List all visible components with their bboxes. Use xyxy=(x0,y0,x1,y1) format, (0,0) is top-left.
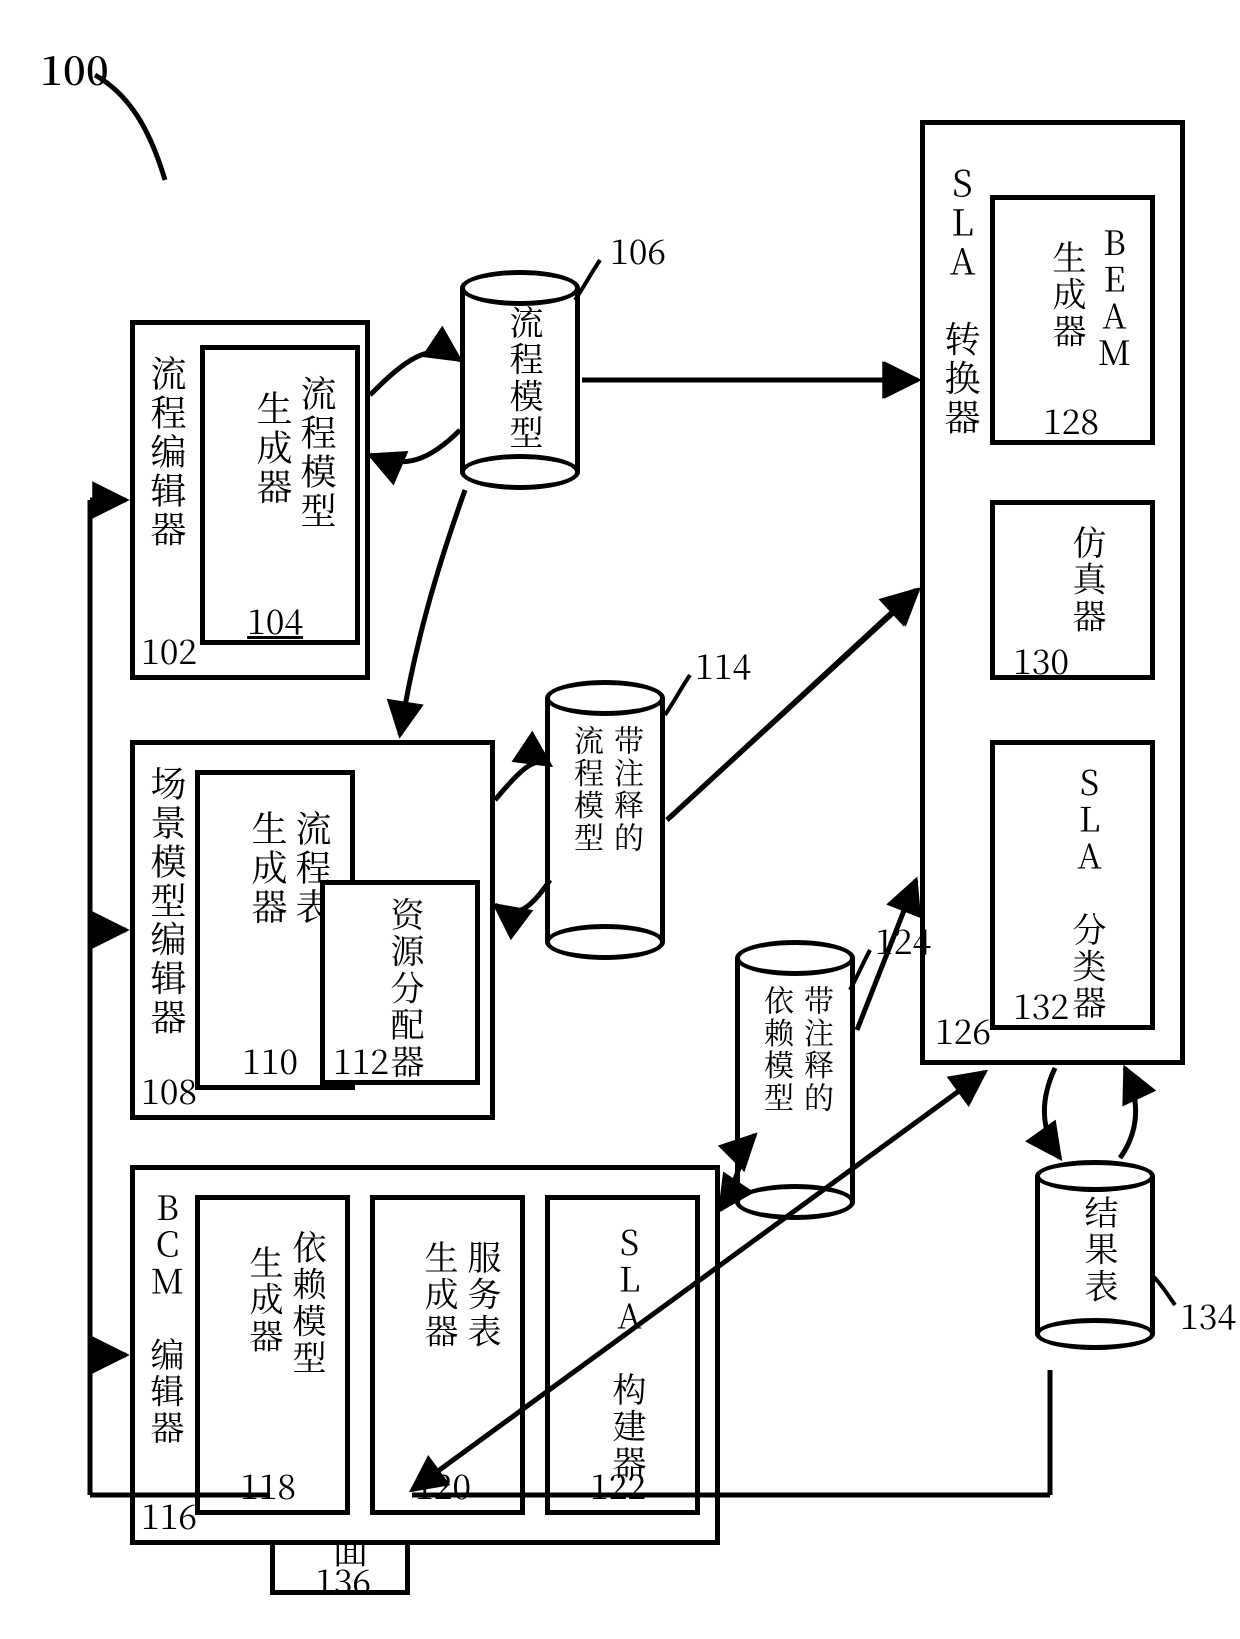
beam-generator-title-1: BEAM xyxy=(1090,225,1139,372)
sla-classifier-title: SLA 分类器 xyxy=(1065,765,1114,1022)
annotated-dep-title-1: 带注释的 xyxy=(797,985,841,1115)
bcm-editor-title: BCM 编辑器 xyxy=(143,1190,192,1447)
result-table-cylinder: 结果表 xyxy=(1035,1160,1155,1350)
beam-generator-box: BEAM 生成器 128 xyxy=(990,195,1155,445)
service-table-gen-t2: 生成器 xyxy=(417,1240,466,1350)
annotated-process-cylinder: 带注释的 流程模型 xyxy=(545,680,665,960)
annotated-dependency-cylinder: 带注释的 依赖模型 xyxy=(735,940,855,1220)
ref-114: 114 xyxy=(695,640,751,689)
bcm-editor-ref: 116 xyxy=(141,1490,197,1539)
ref-124: 124 xyxy=(875,915,931,964)
process-editor-ref: 102 xyxy=(141,625,197,674)
simulator-box: 仿真器 130 xyxy=(990,500,1155,680)
sla-classifier-ref: 132 xyxy=(1013,980,1069,1029)
resource-allocator: 资源分配器 112 xyxy=(320,880,480,1085)
dep-model-gen-t2: 生成器 xyxy=(242,1245,291,1355)
diagram-canvas: 流程编辑器 102 流程模型 生成器 104 场景模型编辑器 108 流程表 生… xyxy=(0,0,1240,1639)
sla-builder-t: SLA 构建器 xyxy=(605,1225,654,1482)
flow-table-gen-ref: 110 xyxy=(242,1035,298,1084)
resource-allocator-r: 112 xyxy=(333,1035,389,1084)
beam-generator-title-2: 生成器 xyxy=(1045,240,1094,350)
process-model-generator-title-1: 流程模型 xyxy=(293,375,344,531)
sla-classifier-box: SLA 分类器 132 xyxy=(990,740,1155,1030)
beam-generator-ref: 128 xyxy=(1043,395,1099,444)
flow-table-gen-t2: 生成器 xyxy=(244,810,295,927)
sla-converter-title: SLA 转换器 xyxy=(937,165,988,437)
sla-converter-ref: 126 xyxy=(935,1005,991,1054)
dep-model-gen-ref: 118 xyxy=(240,1460,296,1509)
scene-editor-title2: 场景模型编辑器 xyxy=(143,765,194,1037)
resource-allocator-t: 资源分配器 xyxy=(383,897,432,1081)
service-table-gen-ref: 120 xyxy=(415,1460,471,1509)
simulator-title: 仿真器 xyxy=(1065,525,1114,635)
simulator-ref: 130 xyxy=(1013,635,1069,684)
scene-editor-ref2: 108 xyxy=(141,1065,197,1114)
diagram-ref-100: 100 xyxy=(40,40,109,97)
dep-model-gen: 依赖模型 生成器 118 xyxy=(195,1195,350,1515)
result-table-title: 结果表 xyxy=(1077,1195,1126,1305)
annotated-process-title-1: 带注释的 xyxy=(607,725,651,855)
process-model-generator-box: 流程模型 生成器 104 xyxy=(200,345,360,645)
process-model-cylinder: 流程模型 xyxy=(460,270,580,490)
annotated-process-title-2: 流程模型 xyxy=(567,725,611,855)
sla-builder: SLA 构建器 122 xyxy=(545,1195,700,1515)
dep-model-gen-t1: 依赖模型 xyxy=(285,1230,334,1377)
process-editor-box: 流程编辑器 102 流程模型 生成器 104 xyxy=(130,320,370,680)
process-model-cyl-title: 流程模型 xyxy=(502,305,551,452)
sla-builder-ref: 122 xyxy=(590,1460,646,1509)
ui-ref: 136 xyxy=(315,1555,371,1604)
process-editor-title: 流程编辑器 xyxy=(143,355,194,549)
ref-134: 134 xyxy=(1180,1290,1236,1339)
annotated-dep-title-2: 依赖模型 xyxy=(757,985,801,1115)
process-model-generator-title-2: 生成器 xyxy=(249,390,300,507)
service-table-gen-t1: 服务表 xyxy=(460,1240,509,1350)
process-model-generator-ref: 104 xyxy=(247,595,303,644)
service-table-gen: 服务表 生成器 120 xyxy=(370,1195,525,1515)
ref-106: 106 xyxy=(610,225,666,274)
